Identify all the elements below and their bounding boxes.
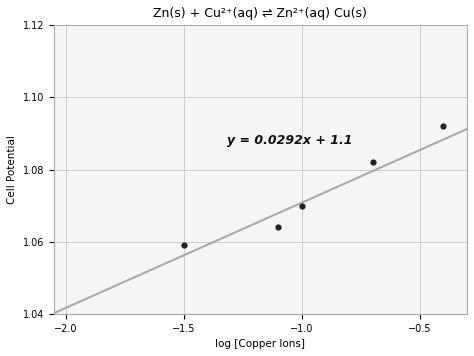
- Y-axis label: Cell Potential: Cell Potential: [7, 135, 17, 204]
- Point: [298, 203, 306, 209]
- Point: [369, 159, 376, 165]
- Point: [274, 224, 282, 230]
- Text: y = 0.0292x + 1.1: y = 0.0292x + 1.1: [227, 134, 353, 147]
- X-axis label: log [Copper Ions]: log [Copper Ions]: [215, 339, 305, 349]
- Title: Zn(s) + Cu²⁺(aq) ⇌ Zn²⁺(aq) Cu(s): Zn(s) + Cu²⁺(aq) ⇌ Zn²⁺(aq) Cu(s): [154, 7, 367, 20]
- Point: [180, 242, 187, 248]
- Point: [440, 124, 447, 129]
